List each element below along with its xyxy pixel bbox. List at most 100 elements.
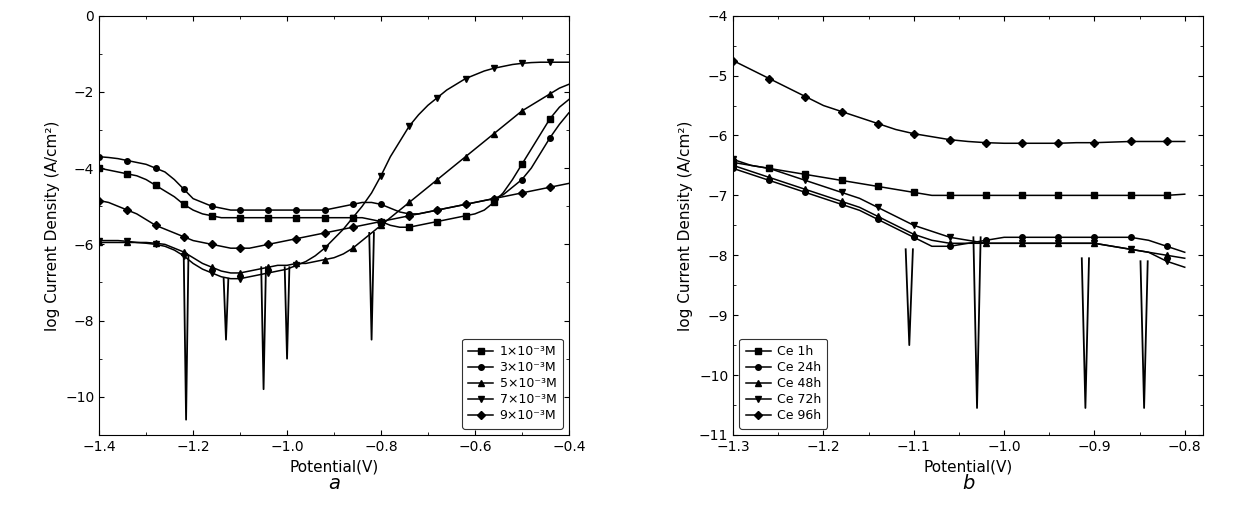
Ce 72h	[1069, 240, 1084, 246]
Ce 48h	[1105, 243, 1120, 249]
5×10⁻³M	[439, 169, 454, 175]
Ce 48h	[744, 168, 759, 174]
Ce 48h	[852, 204, 867, 211]
3×10⁻³M	[562, 110, 577, 116]
Ce 72h	[978, 240, 993, 246]
Ce 48h	[906, 231, 921, 237]
1×10⁻³M	[233, 214, 248, 221]
5×10⁻³M	[252, 266, 267, 272]
Ce 24h	[1069, 234, 1084, 241]
Ce 72h	[835, 189, 849, 195]
Ce 72h	[1033, 240, 1048, 246]
Ce 72h	[888, 213, 903, 220]
Ce 24h	[799, 189, 813, 195]
Ce 72h	[1105, 243, 1120, 249]
Ce 48h	[888, 222, 903, 228]
Ce 48h	[816, 192, 831, 199]
Ce 24h	[961, 240, 976, 246]
Ce 48h	[942, 240, 957, 246]
Ce 96h	[888, 126, 903, 133]
Ce 72h	[780, 171, 795, 178]
Ce 1h	[852, 180, 867, 187]
Ce 24h	[888, 225, 903, 232]
Ce 96h	[816, 102, 831, 108]
Legend: Ce 1h, Ce 24h, Ce 48h, Ce 72h, Ce 96h: Ce 1h, Ce 24h, Ce 48h, Ce 72h, Ce 96h	[739, 339, 827, 429]
Ce 96h	[1014, 140, 1029, 146]
Ce 72h	[761, 165, 776, 171]
Ce 24h	[816, 195, 831, 202]
Ce 96h	[852, 114, 867, 121]
Ce 96h	[799, 93, 813, 100]
Ce 96h	[1087, 139, 1102, 146]
Line: 3×10⁻³M: 3×10⁻³M	[97, 110, 572, 216]
1×10⁻³M	[562, 96, 577, 103]
Ce 24h	[1087, 234, 1102, 241]
7×10⁻³M	[552, 59, 567, 66]
Ce 48h	[961, 240, 976, 246]
Ce 96h	[1123, 138, 1138, 145]
Ce 72h	[852, 195, 867, 202]
Ce 24h	[852, 207, 867, 213]
7×10⁻³M	[412, 112, 427, 118]
Ce 24h	[780, 183, 795, 190]
Text: a: a	[329, 474, 340, 494]
7×10⁻³M	[439, 87, 454, 93]
9×10⁻³M	[92, 198, 107, 204]
Ce 48h	[870, 213, 885, 220]
Ce 24h	[744, 171, 759, 178]
9×10⁻³M	[252, 243, 267, 249]
7×10⁻³M	[92, 237, 107, 244]
Ce 72h	[1014, 240, 1029, 246]
Ce 72h	[1141, 249, 1156, 255]
Ce 1h	[835, 177, 849, 183]
Line: 5×10⁻³M: 5×10⁻³M	[97, 82, 572, 276]
Line: 9×10⁻³M: 9×10⁻³M	[97, 181, 572, 251]
Ce 24h	[1123, 234, 1138, 241]
Ce 96h	[997, 140, 1012, 146]
Ce 24h	[835, 201, 849, 208]
9×10⁻³M	[242, 245, 257, 252]
Ce 1h	[997, 192, 1012, 199]
Ce 72h	[816, 183, 831, 190]
Ce 72h	[997, 240, 1012, 246]
3×10⁻³M	[402, 211, 417, 217]
Ce 96h	[1177, 138, 1192, 145]
5×10⁻³M	[242, 268, 257, 274]
Ce 48h	[1050, 240, 1065, 246]
Ce 48h	[1014, 240, 1029, 246]
Ce 72h	[870, 204, 885, 211]
5×10⁻³M	[552, 85, 567, 91]
9×10⁻³M	[439, 205, 454, 211]
Ce 1h	[1069, 192, 1084, 199]
Ce 1h	[1159, 192, 1174, 199]
Ce 1h	[1050, 192, 1065, 199]
3×10⁻³M	[552, 121, 567, 127]
9×10⁻³M	[223, 245, 238, 252]
Ce 96h	[725, 58, 740, 64]
Line: Ce 48h: Ce 48h	[730, 162, 1188, 261]
3×10⁻³M	[242, 207, 257, 213]
1×10⁻³M	[92, 165, 107, 171]
Ce 1h	[925, 192, 940, 199]
Ce 1h	[725, 159, 740, 166]
X-axis label: Potential(V): Potential(V)	[289, 460, 378, 474]
Ce 24h	[1159, 243, 1174, 249]
Ce 1h	[799, 171, 813, 178]
Ce 72h	[906, 222, 921, 228]
Ce 96h	[1105, 139, 1120, 145]
Ce 48h	[925, 237, 940, 244]
Ce 1h	[1033, 192, 1048, 199]
Ce 96h	[1069, 139, 1084, 146]
3×10⁻³M	[195, 199, 210, 205]
Ce 1h	[1087, 192, 1102, 199]
Ce 72h	[799, 177, 813, 183]
Ce 48h	[780, 180, 795, 187]
5×10⁻³M	[195, 260, 210, 267]
Ce 72h	[744, 162, 759, 169]
7×10⁻³M	[562, 59, 577, 66]
Ce 24h	[761, 177, 776, 183]
Ce 24h	[1177, 249, 1192, 255]
Ce 96h	[1141, 138, 1156, 145]
Ce 72h	[961, 237, 976, 244]
Ce 48h	[1159, 252, 1174, 258]
